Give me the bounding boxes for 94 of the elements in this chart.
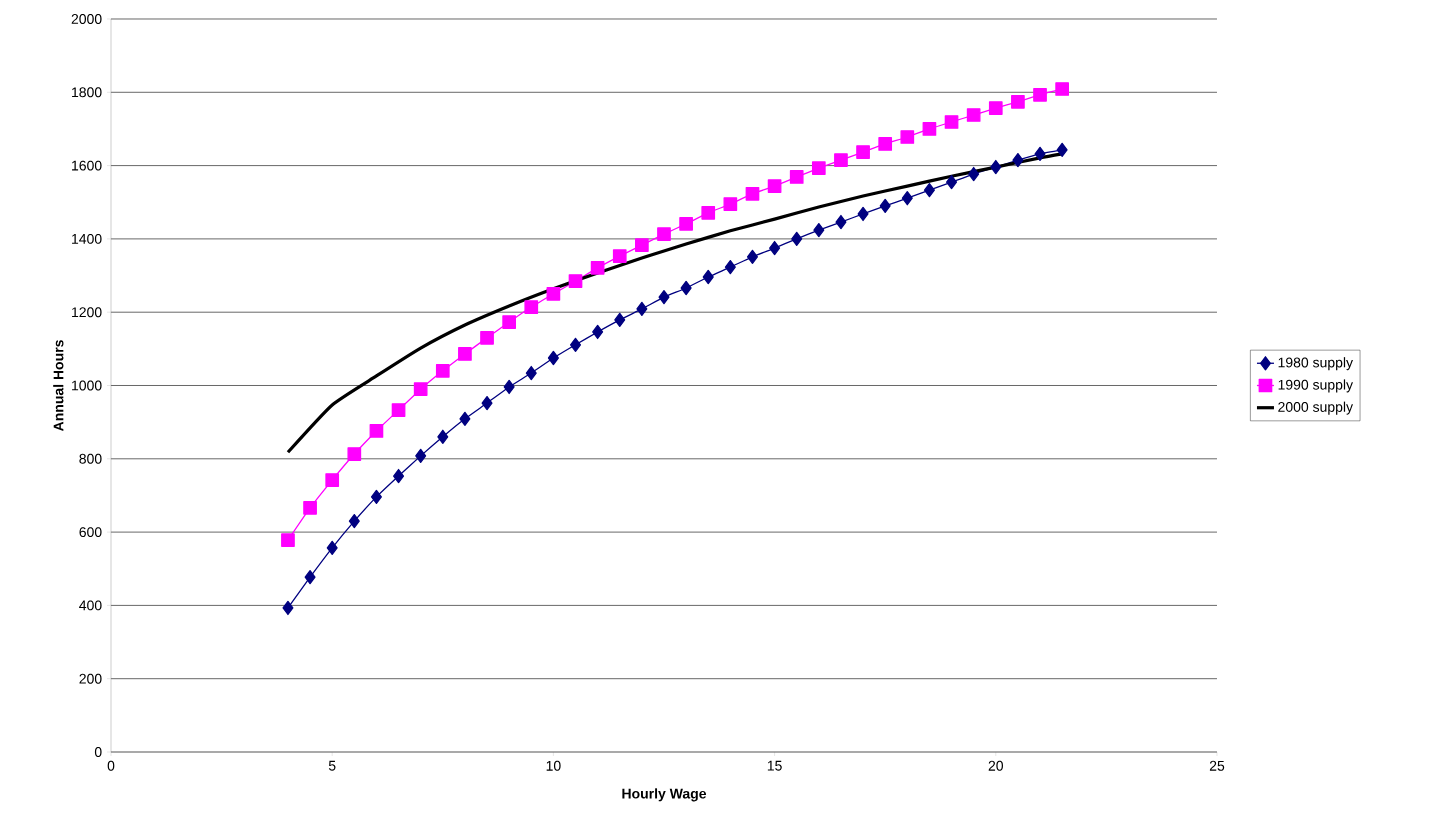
point [746, 249, 758, 264]
x-tick-label: 20 [988, 760, 1004, 771]
x-tick-label: 5 [328, 760, 336, 771]
y-tick-label: 600 [79, 527, 102, 538]
point [612, 249, 627, 263]
y-tick-label: 800 [79, 453, 102, 464]
point [834, 153, 848, 167]
point [614, 312, 626, 328]
point [857, 206, 869, 222]
point [791, 231, 803, 247]
point [745, 186, 760, 201]
point [988, 101, 1003, 115]
point [658, 290, 670, 305]
point [435, 363, 450, 378]
point [968, 166, 980, 182]
point [347, 447, 362, 461]
point [546, 287, 561, 301]
point [326, 540, 338, 556]
point [856, 145, 870, 159]
point [415, 448, 427, 464]
point [458, 347, 472, 361]
point [413, 382, 428, 397]
y-tick-label: 1600 [72, 160, 102, 171]
x-tick-label: 25 [1209, 760, 1225, 771]
point [590, 261, 605, 275]
point [568, 274, 583, 288]
point [525, 365, 537, 381]
point [990, 159, 1002, 175]
y-tick-label: 1800 [72, 87, 102, 98]
point [281, 533, 295, 548]
point [724, 259, 736, 275]
y-axis-title: Annual Hours [53, 340, 64, 432]
point [879, 198, 891, 214]
point [1055, 82, 1069, 96]
point [944, 115, 959, 129]
point [1034, 146, 1046, 162]
point [282, 600, 294, 616]
point [547, 350, 559, 366]
point [900, 130, 915, 144]
legend-label: 1990 supply [1278, 379, 1353, 393]
point [370, 489, 382, 505]
x-tick-label: 15 [767, 760, 782, 771]
legend-label: 1980 supply [1278, 357, 1353, 371]
point [878, 137, 893, 151]
point [702, 269, 714, 285]
point [767, 179, 782, 193]
y-tick-label: 1200 [72, 307, 102, 318]
y-tick-label: 1400 [72, 233, 102, 244]
x-tick-label: 10 [546, 760, 561, 771]
point [657, 227, 671, 241]
point [1033, 88, 1047, 102]
point [437, 429, 449, 444]
point [789, 170, 804, 184]
y-tick-label: 1000 [72, 380, 102, 391]
point [1056, 142, 1068, 157]
point [701, 206, 716, 220]
point [393, 468, 405, 484]
y-tick-label: 2000 [71, 14, 102, 24]
point [946, 174, 958, 190]
y-tick-label: 0 [94, 747, 102, 757]
point [769, 240, 781, 256]
point [348, 513, 360, 529]
point [680, 280, 692, 296]
x-axis-title: Hourly Wage [622, 788, 707, 802]
point [679, 217, 693, 231]
point [811, 161, 826, 176]
point [923, 183, 935, 198]
point [480, 331, 494, 345]
point [569, 337, 582, 352]
point [369, 424, 384, 438]
point [524, 300, 539, 314]
y-tick-label: 200 [79, 673, 102, 684]
point [966, 108, 981, 122]
point [325, 473, 340, 487]
point [459, 411, 471, 426]
point [303, 501, 317, 515]
legend-label: 2000 supply [1278, 401, 1353, 415]
y-tick-label: 400 [79, 600, 102, 611]
point [835, 214, 847, 230]
x-tick-label: 0 [107, 760, 115, 771]
point [391, 403, 406, 417]
point [723, 197, 738, 211]
point [592, 324, 604, 340]
point [901, 191, 913, 206]
point [636, 301, 648, 317]
point [503, 379, 515, 395]
point [813, 222, 825, 238]
point [635, 238, 649, 252]
point [481, 395, 493, 411]
point [502, 315, 517, 329]
point [922, 122, 937, 136]
point [1011, 94, 1025, 109]
point [304, 570, 316, 585]
point [1012, 152, 1024, 168]
